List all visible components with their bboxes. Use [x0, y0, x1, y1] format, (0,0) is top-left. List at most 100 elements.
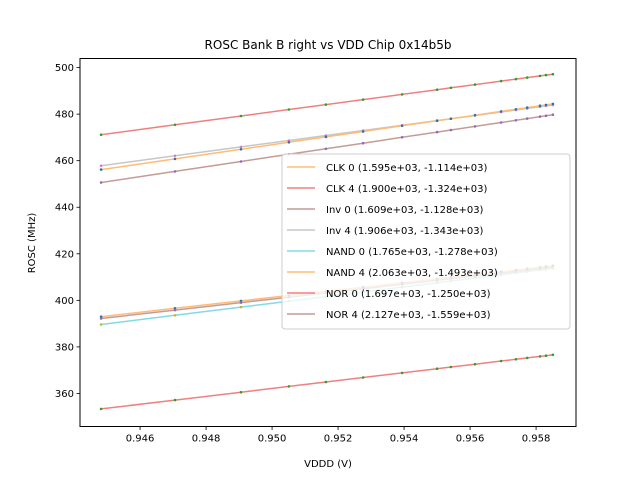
data-point [544, 73, 548, 77]
x-tick-label: 0.952 [324, 434, 353, 445]
series-line [101, 73, 553, 136]
data-point [525, 117, 529, 120]
data-point [324, 380, 328, 384]
data-point [538, 115, 542, 118]
data-point [239, 148, 243, 151]
data-point [173, 314, 177, 317]
data-point [473, 83, 477, 86]
data-point [361, 376, 365, 379]
data-point [324, 135, 328, 139]
data-point [449, 86, 453, 90]
data-point [287, 141, 291, 144]
legend-label: Inv 4 (1.906e+03, -1.343e+03) [326, 226, 484, 237]
legend: CLK 0 (1.595e+03, -1.114e+03) CLK 4 (1.90… [281, 153, 571, 330]
data-point [525, 356, 529, 360]
x-tick-label: 0.948 [192, 434, 221, 445]
data-point [551, 72, 555, 76]
series-nand-4 [99, 102, 555, 171]
data-point [400, 124, 404, 128]
data-point [99, 164, 103, 167]
data-point [324, 147, 328, 151]
data-point [551, 353, 555, 357]
legend-item: CLK 4 (1.900e+03, -1.324e+03) [287, 184, 487, 195]
x-tick-label: 0.956 [456, 434, 485, 445]
chart-title: ROSC Bank B right vs VDD Chip 0x14b5b [205, 38, 452, 52]
y-tick-label: 400 [55, 296, 74, 307]
data-point [99, 181, 103, 184]
series-line [101, 354, 553, 410]
y-tick-label: 440 [55, 203, 74, 214]
data-point [449, 365, 453, 369]
series-clk-4 [99, 72, 555, 136]
data-point [435, 88, 439, 91]
data-point [449, 117, 453, 120]
y-tick-label: 480 [55, 110, 74, 121]
data-point [361, 98, 365, 101]
data-point [400, 371, 404, 375]
x-axis-label: VDDD (V) [304, 459, 352, 470]
y-axis: 360 380 400 420 440 460 480 500 [55, 63, 80, 400]
data-point [400, 93, 404, 96]
data-point [99, 317, 103, 320]
data-point [99, 407, 103, 411]
data-point [538, 104, 542, 107]
series-line [100, 103, 554, 171]
x-tick-label: 0.946 [126, 434, 155, 445]
legend-label: CLK 0 (1.595e+03, -1.114e+03) [326, 163, 487, 174]
data-point [499, 110, 503, 113]
data-point [514, 108, 518, 111]
data-point [514, 77, 518, 81]
data-point [173, 157, 177, 161]
legend-label: CLK 4 (1.900e+03, -1.324e+03) [326, 184, 487, 195]
legend-label: Inv 0 (1.609e+03, -1.128e+03) [326, 205, 484, 216]
data-point [239, 160, 243, 163]
y-tick-label: 500 [55, 63, 74, 74]
plot-frame [79, 58, 577, 427]
data-point [499, 359, 503, 363]
legend-box [281, 153, 571, 330]
x-axis: 0.946 0.948 0.950 0.952 0.954 0.956 0.958 [126, 426, 550, 445]
data-point [173, 123, 177, 127]
series-nor-0 [99, 353, 555, 411]
y-tick-label: 380 [55, 342, 74, 353]
x-tick-label: 0.954 [390, 434, 419, 445]
data-point [239, 145, 243, 149]
x-tick-label: 0.950 [258, 434, 287, 445]
data-point [173, 398, 177, 402]
legend-label: NOR 0 (1.697e+03, -1.250e+03) [326, 289, 491, 300]
data-point [551, 113, 555, 116]
data-point [435, 130, 439, 134]
data-point [551, 102, 555, 106]
legend-item: NOR 4 (2.127e+03, -1.559e+03) [287, 310, 491, 321]
data-point [173, 308, 177, 312]
legend-item: Inv 0 (1.609e+03, -1.128e+03) [287, 205, 484, 216]
y-axis-label: ROSC (MHz) [27, 213, 38, 274]
data-point [525, 76, 529, 79]
data-point [173, 307, 177, 310]
legend-label: NOR 4 (2.127e+03, -1.559e+03) [326, 310, 491, 321]
data-point [99, 133, 103, 136]
data-point [324, 103, 328, 106]
y-tick-label: 420 [55, 249, 74, 260]
legend-item: Inv 4 (1.906e+03, -1.343e+03) [287, 226, 484, 237]
data-point [499, 121, 503, 124]
data-point [544, 114, 548, 118]
data-point [239, 390, 243, 394]
data-point [544, 354, 548, 358]
data-point [449, 128, 453, 132]
data-point [99, 168, 103, 171]
legend-label: NAND 4 (2.063e+03, -1.493e+03) [326, 268, 498, 279]
data-point [514, 119, 518, 122]
legend-item: NOR 0 (1.697e+03, -1.250e+03) [287, 289, 491, 300]
legend-item: NAND 0 (1.765e+03, -1.278e+03) [287, 247, 498, 258]
data-point [538, 74, 542, 78]
data-point [173, 170, 177, 173]
data-point [544, 103, 548, 107]
data-point [525, 106, 529, 109]
data-point [400, 136, 404, 139]
data-point [538, 355, 542, 358]
data-point [287, 139, 291, 142]
data-point [499, 79, 503, 83]
data-point [514, 358, 518, 361]
data-point [435, 119, 439, 122]
